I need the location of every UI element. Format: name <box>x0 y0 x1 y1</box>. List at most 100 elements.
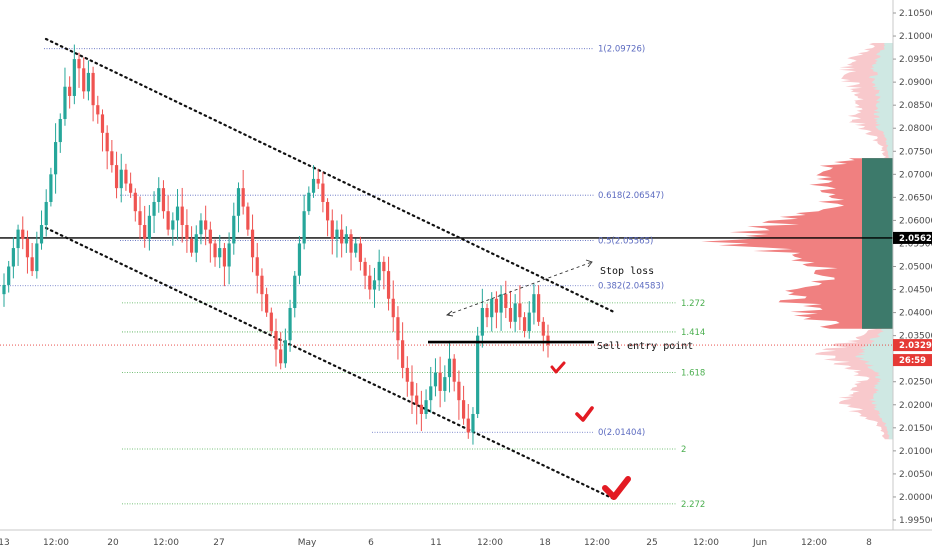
candle-body <box>189 238 194 253</box>
y-tick-label: 2.02000 <box>899 401 932 411</box>
candle-body <box>138 211 142 226</box>
candle-body <box>546 335 550 345</box>
y-tick-label: 2.09000 <box>899 78 932 88</box>
candle-body <box>485 307 489 318</box>
candle-body <box>293 275 297 308</box>
profile-value-area <box>701 158 893 329</box>
candle-body <box>541 321 545 336</box>
candle-body <box>218 248 222 258</box>
volume-profile <box>701 43 893 440</box>
candle-body <box>166 211 170 230</box>
price-tag-bg <box>893 231 932 244</box>
x-tick-label: 20 <box>107 538 119 548</box>
price-tag-label: 26:59 <box>899 356 926 366</box>
candle-body <box>175 206 180 221</box>
candle-body <box>476 335 480 414</box>
price-tag-label: 2.05620 <box>899 234 932 244</box>
extension-label: 2.272 <box>681 500 705 510</box>
candle-body <box>11 248 15 267</box>
y-tick-label: 2.10000 <box>899 32 932 42</box>
y-tick-label: 1.99500 <box>899 516 932 526</box>
price-tag-bg <box>893 339 932 352</box>
candle-body <box>246 206 250 230</box>
candle-body <box>53 142 58 175</box>
sell-entry-label: Sell entry point <box>597 341 693 352</box>
candle-body <box>396 317 400 341</box>
y-tick-label: 2.08500 <box>899 101 932 111</box>
candle-body <box>302 211 306 244</box>
candle-body <box>213 243 217 258</box>
candle-body <box>368 275 372 290</box>
profile-upper-inner <box>868 43 893 159</box>
y-tick-label: 2.04000 <box>899 309 932 319</box>
candle-body <box>461 400 466 419</box>
candle-body <box>419 404 423 414</box>
candle-body <box>480 307 484 336</box>
candle-body <box>504 294 508 308</box>
candle-body <box>21 229 25 239</box>
candle-body <box>283 340 287 364</box>
candle-body <box>124 169 128 184</box>
fib-levels: 1(2.09726) 0.618(2.06547) 0.5(2.05565) 0.38… <box>0 45 893 510</box>
candle-body <box>222 248 227 267</box>
x-tick-label: 12:00 <box>477 538 503 548</box>
y-tick-label: 2.07500 <box>899 147 932 157</box>
candle-body <box>114 165 119 189</box>
candle-body <box>527 312 531 332</box>
candle-body <box>185 225 189 239</box>
candle-body <box>499 294 503 313</box>
profile-value-area-core <box>862 158 893 329</box>
extension-label: 2 <box>681 445 686 455</box>
candle-body <box>537 294 541 322</box>
candle-body <box>325 201 330 221</box>
price-candles <box>2 44 550 445</box>
x-tick-label: 11 <box>430 538 441 548</box>
fib-label: 0.5(2.05565) <box>598 236 653 246</box>
candle-body <box>471 413 475 433</box>
x-tick-label: 18 <box>539 538 551 548</box>
candle-body <box>372 280 377 290</box>
x-tick-label: Jun <box>752 538 767 548</box>
y-tick-label: 2.07000 <box>899 170 932 180</box>
candle-body <box>30 257 34 272</box>
candle-body <box>58 119 62 143</box>
candle-body <box>424 400 428 414</box>
fib-label: 0.618(2.06547) <box>598 191 664 201</box>
annotations: Sell entry point Stop loss <box>428 259 693 500</box>
candle-body <box>39 225 44 244</box>
candle-body <box>386 271 391 299</box>
candle-body <box>227 243 231 267</box>
candle-body <box>91 72 95 106</box>
candle-body <box>199 220 203 235</box>
profile-lower-inner <box>855 328 893 440</box>
candle-body <box>466 418 470 433</box>
candle-body <box>25 238 30 258</box>
candle-body <box>77 59 81 69</box>
candle-body <box>7 266 11 285</box>
candle-body <box>260 275 264 295</box>
candle-body <box>401 340 405 368</box>
stop-loss-arrow-tail <box>445 310 454 317</box>
y-tick-label: 2.06500 <box>899 193 932 203</box>
candle-body <box>321 183 325 202</box>
candle-body <box>335 229 339 239</box>
y-tick-label: 2.01500 <box>899 424 932 434</box>
candle-body <box>241 188 245 207</box>
candle-body <box>208 229 212 244</box>
candle-body <box>297 243 302 276</box>
target-check-medium <box>575 406 594 422</box>
candle-body <box>255 257 259 276</box>
candle-body <box>363 261 367 276</box>
target-check-large <box>602 476 631 500</box>
candle-body <box>288 307 292 341</box>
fib-label: 0(2.01404) <box>598 428 645 438</box>
x-tick-label: 8 <box>866 538 872 548</box>
y-tick-label: 2.05500 <box>899 239 932 249</box>
candle-body <box>279 349 283 364</box>
x-tick-label: 12:00 <box>801 538 827 548</box>
candle-body <box>96 105 100 115</box>
candle-body <box>152 201 156 216</box>
candle-body <box>307 192 311 212</box>
price-tag-label: 2.03295 <box>899 341 932 351</box>
